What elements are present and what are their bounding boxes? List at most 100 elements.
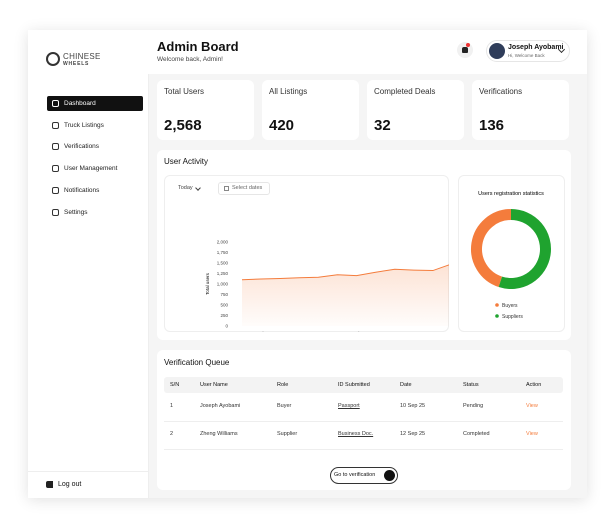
- section-title: User Activity: [164, 157, 209, 166]
- cell: 10 Sep 25: [400, 403, 426, 409]
- user-role: Hi, Welcome Back: [508, 53, 545, 58]
- area: [242, 264, 449, 326]
- cell: 2: [170, 431, 174, 437]
- x-tick-label: Apr: [296, 331, 304, 332]
- page-title: Admin Board: [157, 39, 239, 54]
- badge: [466, 43, 470, 47]
- chart-title: Users registration statistics: [478, 191, 544, 197]
- menu-item[interactable]: Settings: [64, 208, 88, 216]
- x-tick-label: Aug: [372, 331, 381, 332]
- stat-label: Total Users: [164, 87, 205, 96]
- app: CHINESE WHEELS Dashboard Truck Listings Ve…: [28, 30, 587, 498]
- stat-card: [157, 80, 254, 140]
- x-tick-label: Jun: [334, 331, 342, 332]
- date-picker[interactable]: [218, 182, 270, 195]
- cell: Zheng Williams: [200, 431, 238, 437]
- x-tick-label: Mar: [276, 331, 284, 332]
- stat-card: [472, 80, 569, 140]
- logo-icon: [46, 52, 60, 66]
- calendar-icon: [224, 186, 229, 191]
- column-header: S/N: [170, 382, 180, 388]
- y-tick-label: 1,750: [217, 250, 229, 255]
- stat-card: [262, 80, 359, 140]
- cell: Pending: [463, 403, 484, 409]
- filter[interactable]: Today: [178, 185, 193, 191]
- donut-segment: [471, 209, 512, 288]
- y-tick-label: 1,250: [217, 271, 229, 276]
- menu-active: [47, 96, 143, 111]
- y-tick-label: 1,500: [217, 261, 229, 266]
- verify-button-label: Go to verification: [334, 472, 376, 478]
- date-picker-label: Select dates: [232, 185, 263, 191]
- menu-item[interactable]: User Management: [64, 165, 118, 173]
- stat-value: 2,568: [164, 117, 202, 134]
- column-header: User Name: [200, 382, 228, 388]
- line: [241, 264, 449, 281]
- column-header: Action: [526, 382, 542, 388]
- legend-swatch: [495, 314, 499, 318]
- cell[interactable]: Passport: [338, 403, 360, 409]
- view-link[interactable]: View: [526, 431, 538, 437]
- stat-value: 32: [374, 117, 391, 134]
- logout[interactable]: Log out: [58, 481, 82, 488]
- x-tick-label: Nov: [429, 331, 438, 332]
- y-tick-label: 500: [220, 303, 228, 308]
- table-header: [164, 377, 563, 393]
- column-header: Date: [400, 382, 412, 388]
- menu-icon: [52, 143, 59, 151]
- queue-card: [157, 350, 571, 490]
- menu-icon: [52, 100, 59, 107]
- cell: Buyer: [277, 403, 292, 409]
- menu-icon: [52, 208, 59, 216]
- sidebar: CHINESE WHEELS Dashboard Truck Listings Ve…: [28, 30, 149, 498]
- line-panel: [164, 175, 449, 332]
- menu-item[interactable]: Verifications: [64, 143, 100, 151]
- cell: Supplier: [277, 431, 298, 437]
- legend-swatch: [495, 303, 499, 307]
- header: [148, 30, 587, 74]
- y-axis-label: Total users: [205, 272, 210, 295]
- cell: 12 Sep 25: [400, 431, 426, 437]
- menu-icon: [52, 186, 59, 194]
- logo-text: WHEELS: [63, 61, 90, 67]
- cell: Joseph Ayobami: [200, 403, 241, 409]
- pie-chart: Users registration statistics Buyers Suppl…: [471, 191, 551, 320]
- user-menu[interactable]: [486, 40, 570, 62]
- stat-value: 136: [479, 117, 505, 134]
- arrow-icon: [384, 470, 395, 481]
- donut-segment: [498, 209, 551, 289]
- stat-label: Verifications: [479, 87, 523, 96]
- row-divider: [164, 421, 563, 422]
- section-title: Verification Queue: [164, 358, 230, 367]
- x-tick-label: Feb: [257, 331, 265, 332]
- x-tick-label: Sep: [391, 331, 400, 332]
- legend-label: Buyers: [502, 303, 518, 309]
- menu-item[interactable]: Dashboard: [64, 100, 96, 107]
- menu-item[interactable]: Notifications: [64, 186, 100, 194]
- cell: 1: [170, 403, 174, 409]
- verify-button[interactable]: [330, 467, 398, 484]
- x-tick-label: Jul: [354, 331, 360, 332]
- x-tick-label: Oct: [410, 331, 418, 332]
- cell[interactable]: Business Doc.: [338, 431, 374, 437]
- x-tick-label: Dec: [448, 331, 449, 332]
- menu-item[interactable]: Truck Listings: [64, 121, 104, 129]
- y-tick-label: 750: [220, 292, 228, 297]
- column-header: Role: [277, 382, 289, 388]
- legend-label: Suppliers: [502, 314, 523, 320]
- menu-icon: [52, 121, 59, 129]
- line-chart: 0 250 500 750 1,000 1,250 1,500 1,750 2,000 Jan Fe…: [205, 240, 449, 332]
- logout-icon: [46, 481, 53, 488]
- y-tick-label: 250: [220, 313, 228, 318]
- x-tick-label: Jan: [238, 331, 246, 332]
- divider: [28, 471, 148, 472]
- y-tick-label: 1,000: [217, 282, 229, 287]
- page-subtitle: Welcome back, Admin!: [157, 56, 223, 63]
- stat-value: 420: [269, 117, 295, 134]
- x-tick-label: May: [314, 331, 323, 332]
- menu-icon: [52, 165, 59, 173]
- view-link[interactable]: View: [526, 403, 538, 409]
- user-name: Joseph Ayobami: [508, 44, 564, 51]
- y-tick-label: 2,000: [217, 240, 229, 245]
